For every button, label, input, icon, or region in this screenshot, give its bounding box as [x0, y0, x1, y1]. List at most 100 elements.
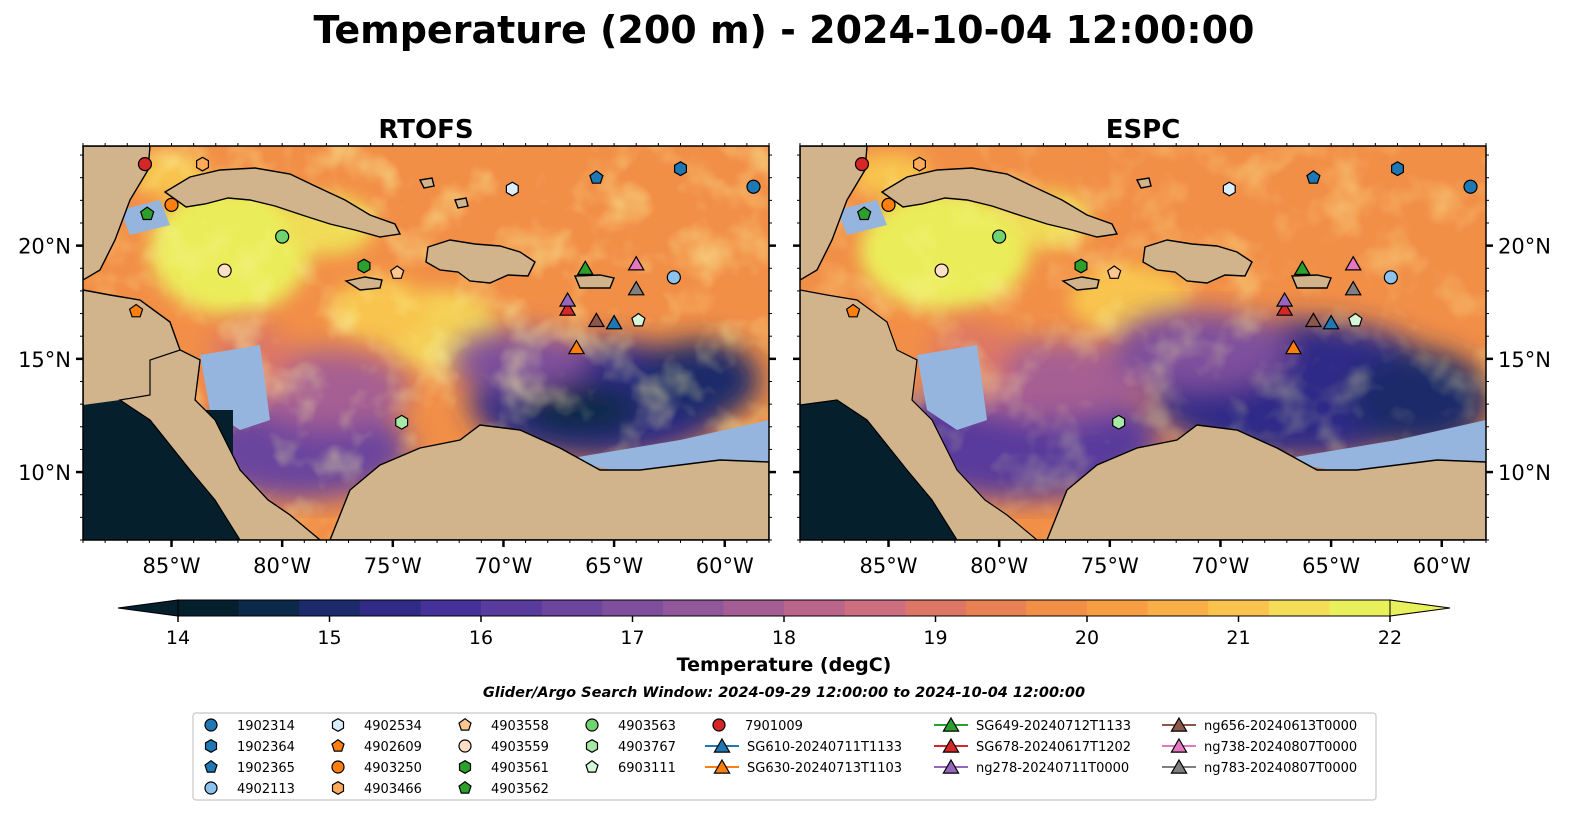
marker-SG630-20240713T1103	[567, 339, 586, 355]
legend-marker-1902365	[204, 759, 218, 773]
marker-4903559	[217, 263, 232, 278]
legend-marker-ng738-20240807T0000	[1170, 737, 1188, 753]
legend-marker-1902314	[204, 718, 218, 732]
legend-marker-4903558	[458, 717, 472, 731]
colorbar-swatch	[844, 600, 906, 616]
legend-label: 4903563	[618, 719, 676, 734]
bahamas-1	[418, 177, 435, 189]
lon-tick-label: 85°W	[860, 554, 918, 578]
colorbar-tick-label: 22	[1378, 627, 1402, 649]
lat-tick-label: 10°N	[1498, 461, 1551, 485]
central-america-land	[118, 349, 321, 540]
colorbar-tick-label: 21	[1226, 627, 1250, 649]
lon-tick-label: 60°W	[1413, 554, 1471, 578]
colorbar-tick-label: 20	[1075, 627, 1099, 649]
marker-4903558	[1106, 265, 1122, 279]
marker-4903767	[1112, 414, 1126, 430]
legend-label: 4903558	[491, 719, 549, 734]
legend-marker-SG630-20240713T1103	[713, 758, 731, 774]
marker-4903561	[1074, 258, 1088, 274]
lon-tick-label: 65°W	[585, 554, 643, 578]
marker-ng278-20240711T0000	[558, 291, 577, 307]
map-panel-espc: ESPC	[793, 115, 1551, 578]
marker-SG610-20240711T1133	[605, 314, 623, 330]
marker-4903466	[196, 156, 209, 172]
jamaica	[1061, 276, 1100, 291]
legend-items: 1902314 1902364 1902365 4902113 4902534 49026…	[204, 716, 1357, 797]
colorbar-swatch	[784, 600, 846, 616]
marker-ng783-20240807T0000	[627, 280, 645, 296]
marker-1902364	[1390, 161, 1405, 177]
lon-tick-label: 65°W	[1302, 554, 1360, 578]
legend-marker-4903563	[585, 718, 599, 732]
lat-tick-label: 20°N	[1498, 235, 1551, 259]
colorbar-swatch	[723, 600, 785, 616]
south-america	[1046, 424, 1486, 540]
legend-marker-4903559	[458, 739, 472, 753]
axis-ticks-espc: 85°W 80°W 75°W 70°W 65°W 60°W 20°N 15°N 10°N	[793, 143, 1551, 578]
marker-SG610-20240711T1133	[1322, 314, 1340, 330]
marker-1902314	[1463, 179, 1478, 194]
colorbar-swatch	[1026, 600, 1088, 616]
lon-tick-label: 70°W	[1191, 554, 1249, 578]
figure-title: Temperature (200 m) - 2024-10-04 12:00:0…	[313, 8, 1254, 52]
legend-label: SG678-20240617T1202	[976, 740, 1131, 755]
observation-markers-espc	[845, 156, 1478, 430]
lat-tick-label: 15°N	[18, 348, 71, 372]
colorbar-label: Temperature (degC)	[677, 654, 892, 676]
legend-marker-4902534	[331, 718, 345, 732]
colorbar-swatch	[541, 600, 603, 616]
marker-7901009	[854, 157, 870, 172]
map-frame-espc	[799, 145, 1487, 541]
legend-label: 4903767	[618, 740, 676, 755]
jamaica	[344, 276, 383, 291]
cuba	[880, 167, 1119, 238]
legend-marker-SG678-20240617T1202	[942, 737, 960, 753]
marker-4903563	[992, 229, 1007, 244]
legend-label: 7901009	[745, 719, 803, 734]
marker-4903559	[934, 263, 949, 278]
map-panel-rtofs: RTOFS	[18, 115, 776, 578]
legend-label: 4903561	[491, 761, 549, 776]
legend-marker-4902113	[204, 781, 218, 795]
marker-4902113	[1383, 270, 1398, 285]
cuba	[163, 167, 402, 238]
colorbar-ticks: 14 15 16 17 18 19 20 21 22	[166, 616, 1402, 649]
bahamas-1	[1135, 177, 1152, 189]
colorbar-swatch	[602, 600, 664, 616]
marker-SG649-20240712T1133	[576, 260, 594, 275]
legend-marker-6903111	[585, 759, 599, 773]
legend-marker-4903562	[458, 780, 472, 794]
marker-6903111	[1348, 312, 1363, 327]
legend-label: 4902113	[237, 782, 295, 797]
legend-label: 4902534	[364, 719, 422, 734]
legend-label: SG610-20240711T1133	[747, 740, 902, 755]
central-america-land	[800, 289, 1038, 540]
south-america	[329, 424, 769, 540]
marker-4903767	[395, 414, 409, 430]
legend-marker-7901009	[712, 718, 726, 732]
colorbar: 14 15 16 17 18 19 20 21 22 Temperature (degC)	[117, 599, 1451, 676]
lat-tick-label: 15°N	[1498, 348, 1551, 372]
marker-4902534	[1222, 181, 1236, 197]
marker-ng656-20240613T0000	[1304, 312, 1323, 328]
marker-SG678-20240617T1202	[1275, 300, 1294, 316]
marker-4903563	[275, 229, 290, 244]
legend-label: SG649-20240712T1133	[976, 719, 1131, 734]
legend-marker-SG649-20240712T1133	[942, 716, 960, 732]
legend-marker-4903466	[331, 781, 345, 795]
marker-6903111	[631, 312, 646, 327]
legend-marker-SG610-20240711T1133	[713, 737, 731, 753]
pacific-coast	[800, 400, 957, 540]
lat-tick-label: 10°N	[18, 461, 71, 485]
lon-tick-label: 70°W	[474, 554, 532, 578]
axis-ticks-rtofs: 85°W 80°W 75°W 70°W 65°W 60°W 20°N 15°N 10°N	[18, 143, 776, 578]
legend-label: 6903111	[618, 761, 676, 776]
marker-1902364	[673, 161, 688, 177]
legend-marker-4903250	[331, 760, 345, 774]
legend-marker-4903561	[458, 760, 472, 774]
lat-tick-label: 20°N	[18, 235, 71, 259]
lon-tick-label: 80°W	[253, 554, 311, 578]
colorbar-swatches	[117, 599, 1451, 617]
